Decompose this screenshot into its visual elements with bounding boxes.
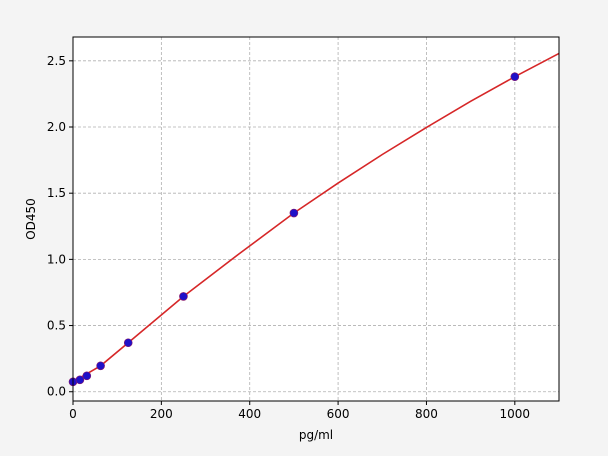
data-point — [289, 208, 299, 218]
x-tick-label: 800 — [415, 407, 438, 421]
data-point — [82, 371, 92, 381]
x-axis-label: pg/ml — [299, 428, 333, 442]
y-axis-label: OD450 — [24, 198, 38, 240]
y-tick-label: 1.0 — [47, 252, 66, 266]
x-tick-label: 1000 — [500, 407, 531, 421]
y-tick-label: 2.0 — [47, 120, 66, 134]
data-point — [510, 72, 520, 82]
y-tick-label: 1.5 — [47, 186, 66, 200]
fit-curve-line — [72, 52, 560, 383]
y-tick-label: 0.0 — [47, 385, 66, 399]
data-point — [75, 375, 85, 385]
x-tick-label: 400 — [238, 407, 261, 421]
data-point — [179, 292, 188, 301]
y-tick-label: 0.5 — [47, 319, 66, 333]
x-tick-label: 0 — [69, 407, 77, 421]
plot-frame — [72, 36, 560, 402]
y-tick-label: 2.5 — [47, 54, 66, 68]
plot-area — [73, 37, 559, 401]
data-point — [96, 361, 105, 371]
data-point — [123, 338, 133, 348]
x-tick-label: 200 — [150, 407, 173, 421]
x-tick-label: 600 — [327, 407, 350, 421]
